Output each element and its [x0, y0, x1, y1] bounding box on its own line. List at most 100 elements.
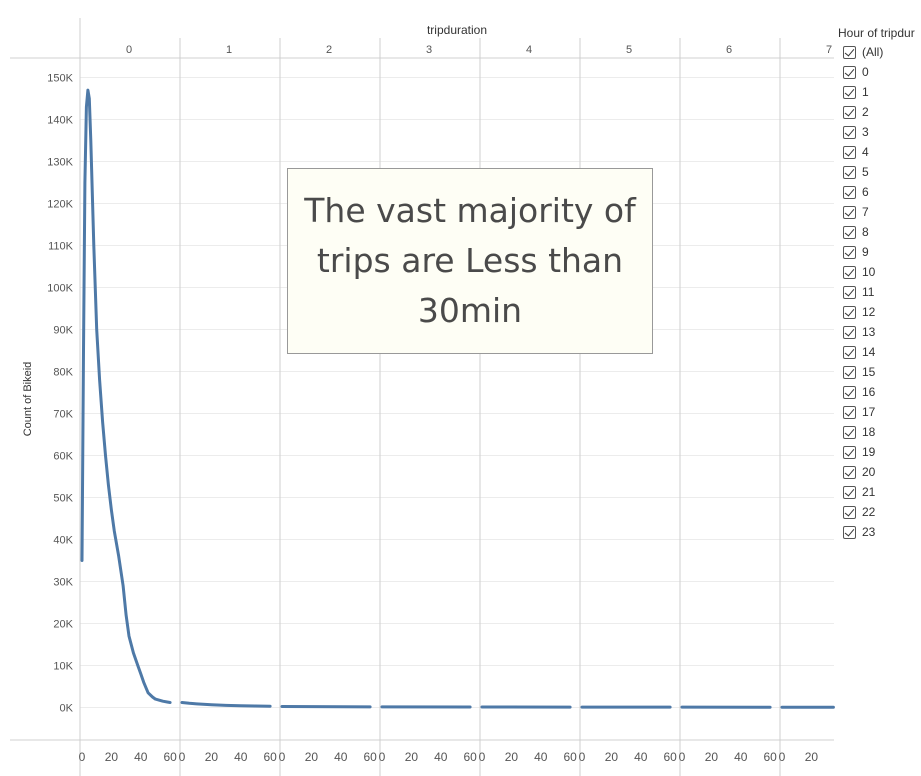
- legend-checkbox[interactable]: [843, 85, 856, 99]
- legend-item-label: 13: [862, 325, 876, 339]
- x-tick-label: 40: [234, 750, 248, 764]
- x-tick-label: 0: [79, 750, 86, 764]
- legend-checkbox[interactable]: [843, 365, 856, 379]
- legend-item[interactable]: 11: [838, 282, 921, 302]
- legend-item[interactable]: 17: [838, 402, 921, 422]
- panel-header: 6: [726, 44, 732, 56]
- legend-item[interactable]: 14: [838, 342, 921, 362]
- legend-item-label: 11: [862, 285, 875, 299]
- legend-item[interactable]: 8: [838, 222, 921, 242]
- legend-item[interactable]: 0: [838, 62, 921, 82]
- legend-checkbox[interactable]: [843, 525, 856, 539]
- annotation-box[interactable]: The vast majority of trips are Less than…: [287, 168, 653, 354]
- legend-item[interactable]: 23: [838, 522, 921, 542]
- legend-item[interactable]: 13: [838, 322, 921, 342]
- legend-item-label: 15: [862, 365, 876, 379]
- legend-item[interactable]: 21: [838, 482, 921, 502]
- legend-item[interactable]: 3: [838, 122, 921, 142]
- legend-checkbox[interactable]: [843, 225, 856, 239]
- series-lines: [80, 88, 835, 709]
- legend-item-label: 4: [862, 145, 869, 159]
- panel-header: 5: [626, 44, 632, 56]
- legend-item[interactable]: 12: [838, 302, 921, 322]
- x-tick-label: 0: [379, 750, 386, 764]
- y-tick-label: 120K: [47, 199, 73, 211]
- legend-item-label: 21: [862, 485, 876, 499]
- legend-checkbox[interactable]: [843, 445, 856, 459]
- legend-checkbox[interactable]: [843, 65, 856, 79]
- x-tick-label: 0: [579, 750, 586, 764]
- x-tick-label: 60: [263, 750, 277, 764]
- panel-headers: 0 1 2 3 4 5 6 7: [126, 44, 832, 56]
- legend-item[interactable]: 2: [838, 102, 921, 122]
- legend-item[interactable]: 6: [838, 182, 921, 202]
- x-tick-label: 40: [734, 750, 748, 764]
- x-tick-label: 40: [634, 750, 648, 764]
- y-tick-label: 40K: [53, 535, 73, 547]
- legend-checkbox[interactable]: [843, 465, 856, 479]
- legend-panel: Hour of tripdur (All) 0 1 2 3 4 5 6 7 8 9 10 11 12 13 1…: [838, 24, 921, 564]
- legend-items: (All) 0 1 2 3 4 5 6 7 8 9 10 11 12 13 14 15 16 17 18 19 20 21 2…: [838, 42, 921, 542]
- panel-header: 2: [326, 44, 332, 56]
- legend-item-label: (All): [862, 45, 884, 59]
- legend-item-label: 10: [862, 265, 876, 279]
- y-tick-label: 130K: [47, 157, 73, 169]
- x-tick-label: 20: [305, 750, 319, 764]
- legend-item-label: 20: [862, 465, 876, 479]
- legend-checkbox[interactable]: [843, 305, 856, 319]
- legend-item-label: 9: [862, 245, 869, 259]
- legend-checkbox[interactable]: [843, 425, 856, 439]
- x-tick-label: 20: [105, 750, 119, 764]
- y-tick-label: 10K: [53, 661, 73, 673]
- legend-title: Hour of tripdur: [838, 26, 915, 40]
- legend-checkbox[interactable]: [843, 45, 856, 59]
- x-tick-label: 60: [663, 750, 677, 764]
- legend-checkbox[interactable]: [843, 105, 856, 119]
- legend-checkbox[interactable]: [843, 145, 856, 159]
- y-tick-label: 150K: [47, 73, 73, 85]
- panel-header: 3: [426, 44, 432, 56]
- x-tick-label: 60: [163, 750, 177, 764]
- legend-item[interactable]: 9: [838, 242, 921, 262]
- legend-checkbox[interactable]: [843, 505, 856, 519]
- legend-checkbox[interactable]: [843, 345, 856, 359]
- legend-item[interactable]: 20: [838, 462, 921, 482]
- x-tick-label: 0: [679, 750, 686, 764]
- y-tick-label: 70K: [53, 409, 73, 421]
- legend-item-label: 2: [862, 105, 869, 119]
- legend-item[interactable]: 1: [838, 82, 921, 102]
- legend-item[interactable]: 22: [838, 502, 921, 522]
- legend-checkbox[interactable]: [843, 325, 856, 339]
- legend-checkbox[interactable]: [843, 185, 856, 199]
- x-tick-label: 20: [205, 750, 219, 764]
- legend-item-label: 14: [862, 345, 876, 359]
- legend-item[interactable]: 7: [838, 202, 921, 222]
- legend-item[interactable]: 16: [838, 382, 921, 402]
- legend-checkbox[interactable]: [843, 405, 856, 419]
- legend-checkbox[interactable]: [843, 265, 856, 279]
- x-axis-ticks: 0 20 40 60 0 20 40 60 0 20 40 60 0 20 40 60 0 20 40 60 0 20 40…: [79, 750, 819, 764]
- x-tick-label: 0: [179, 750, 186, 764]
- chart-frame: [10, 18, 834, 776]
- legend-item[interactable]: 4: [838, 142, 921, 162]
- legend-checkbox[interactable]: [843, 125, 856, 139]
- legend-item[interactable]: 18: [838, 422, 921, 442]
- x-tick-label: 20: [505, 750, 519, 764]
- legend-checkbox[interactable]: [843, 485, 856, 499]
- x-tick-label: 60: [363, 750, 377, 764]
- legend-item-label: 19: [862, 445, 876, 459]
- legend-checkbox[interactable]: [843, 285, 856, 299]
- annotation-text: The vast majority of trips are Less than…: [304, 191, 636, 330]
- legend-item[interactable]: (All): [838, 42, 921, 62]
- legend-item-label: 5: [862, 165, 869, 179]
- y-tick-label: 30K: [53, 577, 73, 589]
- legend-checkbox[interactable]: [843, 385, 856, 399]
- legend-checkbox[interactable]: [843, 205, 856, 219]
- legend-checkbox[interactable]: [843, 165, 856, 179]
- legend-item-label: 18: [862, 425, 876, 439]
- legend-item[interactable]: 5: [838, 162, 921, 182]
- legend-item[interactable]: 19: [838, 442, 921, 462]
- legend-checkbox[interactable]: [843, 245, 856, 259]
- legend-item[interactable]: 10: [838, 262, 921, 282]
- legend-item[interactable]: 15: [838, 362, 921, 382]
